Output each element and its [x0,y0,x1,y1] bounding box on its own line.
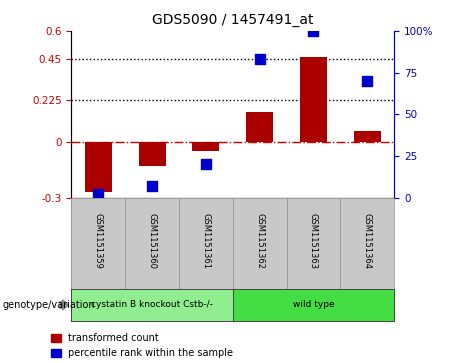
Bar [85,142,112,192]
Point [256,56,263,62]
Bar [193,142,219,151]
Bar [300,57,327,142]
Text: cystatin B knockout Cstb-/-: cystatin B knockout Cstb-/- [91,301,213,309]
Text: GSM1151359: GSM1151359 [94,213,103,269]
Text: wild type: wild type [293,301,334,309]
Bar [246,113,273,142]
Text: GSM1151360: GSM1151360 [148,213,157,269]
Title: GDS5090 / 1457491_at: GDS5090 / 1457491_at [152,13,313,27]
Bar [139,142,165,166]
Text: GSM1151361: GSM1151361 [201,213,210,269]
Text: GSM1151364: GSM1151364 [363,213,372,269]
Text: GSM1151363: GSM1151363 [309,213,318,269]
Legend: transformed count, percentile rank within the sample: transformed count, percentile rank withi… [51,333,233,358]
Bar [354,131,381,142]
Point [310,28,317,34]
Point [202,162,210,167]
Text: genotype/variation: genotype/variation [2,300,95,310]
Point [148,183,156,189]
Text: GSM1151362: GSM1151362 [255,213,264,269]
Point [364,78,371,84]
Point [95,192,102,197]
